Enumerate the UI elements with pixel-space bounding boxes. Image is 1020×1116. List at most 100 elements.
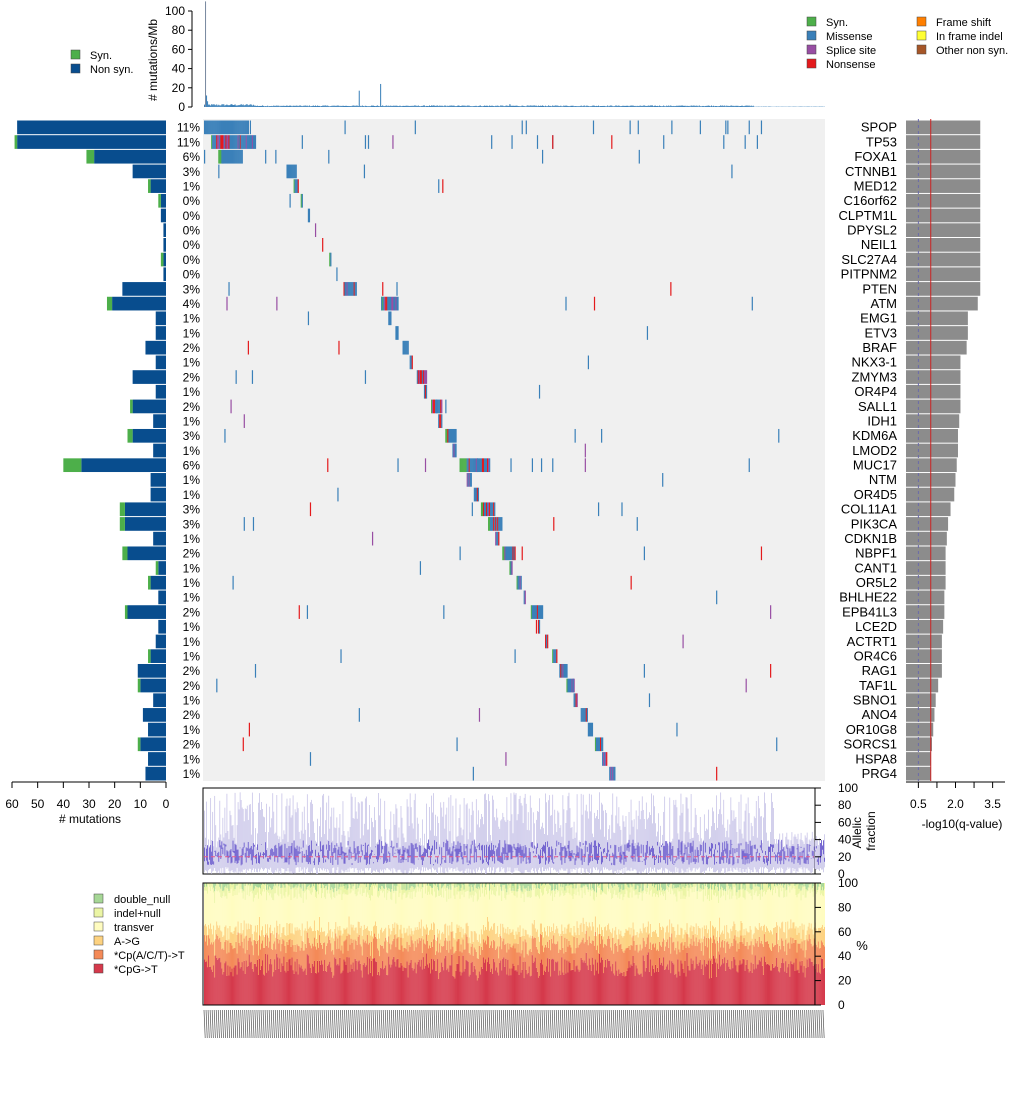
gene-count-tick-label: 60 [5, 797, 19, 811]
spectrum-segment [223, 892, 225, 936]
spectrum-segment [323, 942, 325, 971]
spectrum-segment [386, 900, 388, 941]
spectrum-segment [473, 885, 475, 896]
spectrum-segment [387, 975, 389, 1005]
spectrum-segment [537, 977, 539, 1005]
mutation-rate-bar [479, 105, 481, 107]
spectrum-segment [283, 926, 285, 941]
gene-nonsyn-bar [163, 267, 166, 282]
mutation-rate-bar [608, 106, 610, 107]
gene-name: NEIL1 [861, 237, 897, 252]
spectrum-segment [285, 935, 287, 954]
spectrum-segment [536, 883, 538, 896]
mutation-cell [503, 546, 505, 561]
spectrum-segment [423, 943, 425, 969]
spectrum-segment [410, 886, 412, 893]
spectrum-segment [315, 898, 317, 939]
spectrum-segment [324, 931, 326, 943]
spectrum-segment [465, 923, 467, 935]
mutation-rate-bar [302, 105, 304, 107]
mutation-rate-bar [364, 105, 366, 107]
mutation-cell [438, 179, 440, 193]
mutation-cell [478, 708, 481, 722]
spectrum-segment [244, 973, 246, 1005]
spectrum-segment [534, 885, 536, 897]
mutation-rate-bar [619, 106, 621, 107]
spectrum-segment [543, 937, 545, 953]
spectrum-segment [257, 898, 259, 940]
spectrum-segment [370, 931, 372, 942]
spectrum-segment [478, 945, 480, 972]
spectrum-segment [262, 926, 264, 941]
mutation-rate-bar [664, 106, 666, 107]
spectrum-segment [432, 946, 434, 970]
spectrum-segment [356, 969, 358, 1005]
spectrum-segment [512, 888, 514, 930]
spectrum-segment [208, 883, 210, 885]
spectrum-segment [207, 967, 209, 1005]
spectrum-segment [265, 885, 267, 925]
spectrum-segment [261, 943, 263, 967]
spectrum-segment [423, 884, 425, 929]
spectrum-segment [275, 969, 277, 1005]
spectrum-segment [244, 936, 246, 954]
spectrum-segment [307, 928, 309, 939]
spectrum-segment [459, 890, 461, 899]
gene-percentage: 1% [183, 385, 201, 399]
mutation-cell [723, 135, 725, 149]
spectrum-segment [327, 943, 329, 966]
gene-name: CANT1 [854, 560, 897, 575]
gene-percentage: 6% [183, 459, 201, 473]
gene-percentage: 0% [183, 238, 201, 252]
mutation-rate-bar [340, 105, 342, 107]
mutation-rate-bar [473, 105, 475, 107]
spectrum-segment [344, 888, 346, 895]
spectrum-segment [558, 952, 560, 976]
spectrum-segment [437, 929, 439, 938]
spectrum-segment [474, 883, 476, 892]
spectrum-segment [313, 937, 315, 961]
mutation-rate-bar [724, 105, 726, 107]
mutation-cell [581, 708, 583, 722]
spectrum-segment [220, 962, 222, 1005]
mutation-rate-bar [454, 106, 456, 107]
spectrum-segment [397, 886, 399, 925]
spectrum-segment [297, 887, 299, 931]
spectrum-segment [376, 887, 378, 926]
spectrum-segment [335, 922, 337, 934]
spectrum-segment [317, 891, 319, 930]
gene-name: CTNNB1 [845, 164, 897, 179]
spectrum-segment [292, 887, 294, 890]
mutation-cell [388, 296, 390, 311]
spectrum-segment [239, 945, 241, 969]
mutation-cell [418, 370, 420, 384]
spectrum-segment [273, 943, 275, 973]
spectrum-segment [314, 972, 316, 1005]
spectrum-segment [294, 883, 296, 887]
gene-percentage: 0% [183, 224, 201, 238]
spectrum-segment [482, 939, 484, 958]
spectrum-segment [513, 965, 515, 1005]
mutation-rate-bar [678, 105, 680, 107]
mutation-cell [501, 517, 503, 531]
mutation-rate-bar [673, 105, 675, 107]
spectrum-segment [588, 883, 590, 885]
spectrum-segment [308, 890, 310, 928]
spectrum-segment [506, 974, 508, 1005]
spectrum-segment [460, 890, 462, 927]
legend-swatch [70, 49, 81, 60]
mutation-cell [421, 370, 424, 384]
mutation-cell [602, 752, 604, 766]
spectrum-segment [501, 970, 503, 1005]
spectrum-segment [474, 949, 476, 970]
mutation-rate-bar [670, 105, 672, 107]
spectrum-segment [580, 957, 582, 1005]
spectrum-segment [289, 958, 291, 1005]
mutation-rate-bar [408, 105, 410, 107]
spectrum-segment [497, 972, 499, 1005]
spectrum-segment [368, 958, 370, 1005]
mutation-rate-bar [349, 106, 351, 107]
spectrum-segment [226, 939, 228, 954]
spectrum-segment [228, 883, 230, 891]
spectrum-segment [315, 949, 317, 974]
